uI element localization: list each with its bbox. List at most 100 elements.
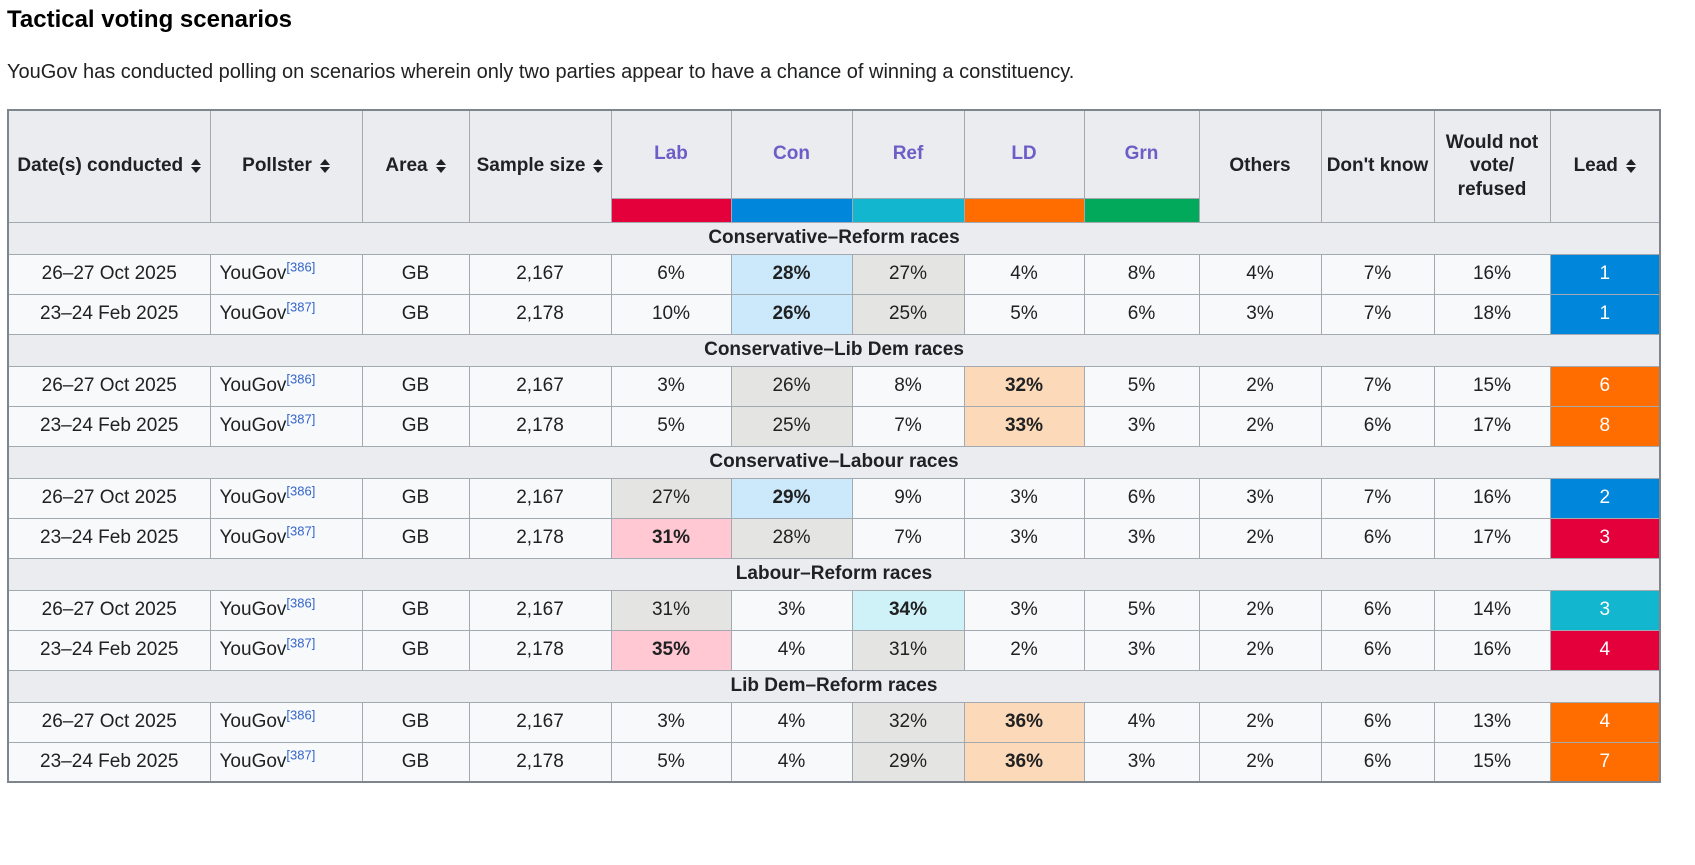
poll-row: 23–24 Feb 2025 YouGov[387] GB 2,178 5% 4% 29% 3… [7,741,1661,783]
lead-cell: 4 [1549,629,1661,671]
pollster-name: YouGov [219,375,287,396]
value-cell-ref: 7% [851,405,965,447]
lead-cell: 3 [1549,517,1661,559]
value-cell-dont-know: 6% [1320,629,1435,671]
date-cell: 23–24 Feb 2025 [7,293,211,335]
sort-icon [435,159,446,174]
value-cell-lab: 5% [610,741,732,783]
poll-row: 26–27 Oct 2025 YouGov[386] GB 2,167 6% 28% 27%… [7,253,1661,295]
citation-link[interactable]: [387] [286,299,316,315]
citation-link[interactable]: [386] [286,707,316,723]
lead-cell: 3 [1549,589,1661,631]
header-pollster[interactable]: Pollster [209,109,363,223]
value-cell-grn: 3% [1083,629,1200,671]
citation-link[interactable]: [386] [286,371,316,387]
value-cell-would-not-vote: 16% [1433,253,1551,295]
value-cell-others: 2% [1198,365,1322,407]
date-cell: 23–24 Feb 2025 [7,517,211,559]
pollster-cell: YouGov[386] [209,365,363,407]
value-cell-ref: 8% [851,365,965,407]
citation-link[interactable]: [387] [286,411,316,427]
value-cell-dont-know: 6% [1320,517,1435,559]
value-cell-con: 28% [730,517,853,559]
party-link-grn[interactable]: Grn [1124,143,1159,165]
value-cell-ld: 3% [963,477,1085,519]
value-cell-dont-know: 7% [1320,293,1435,335]
value-cell-dont-know: 6% [1320,701,1435,743]
header-lead[interactable]: Lead [1549,109,1661,223]
value-cell-lab: 31% [610,589,732,631]
pollster-name: YouGov [219,639,287,660]
value-cell-grn: 3% [1083,405,1200,447]
date-cell: 26–27 Oct 2025 [7,477,211,519]
value-cell-ref: 27% [851,253,965,295]
section-title: Labour–Reform races [7,557,1661,591]
value-cell-lab: 31% [610,517,732,559]
header-party-con: Con [730,109,853,199]
lead-cell: 6 [1549,365,1661,407]
value-cell-others: 2% [1198,629,1322,671]
value-cell-ld: 3% [963,589,1085,631]
value-cell-dont-know: 6% [1320,405,1435,447]
citation-link[interactable]: [387] [286,523,316,539]
poll-row: 26–27 Oct 2025 YouGov[386] GB 2,167 3% 4% 32% 3… [7,701,1661,743]
value-cell-lab: 10% [610,293,732,335]
lead-cell: 2 [1549,477,1661,519]
value-cell-lab: 3% [610,365,732,407]
citation-link[interactable]: [386] [286,259,316,275]
header-sample-size[interactable]: Sample size [468,109,612,223]
ld-color-swatch [963,197,1085,223]
citation-link[interactable]: [386] [286,483,316,499]
value-cell-ld: 36% [963,701,1085,743]
header-party-ld: LD [963,109,1085,199]
area-cell: GB [361,517,470,559]
value-cell-ld: 4% [963,253,1085,295]
value-cell-others: 3% [1198,293,1322,335]
value-cell-con: 26% [730,293,853,335]
value-cell-would-not-vote: 15% [1433,741,1551,783]
citation-link[interactable]: [387] [286,747,316,763]
value-cell-others: 2% [1198,741,1322,783]
pollster-cell: YouGov[386] [209,589,363,631]
header-dates-conducted[interactable]: Date(s) conducted [7,109,211,223]
header-others: Others [1198,109,1322,223]
pollster-cell: YouGov[387] [209,405,363,447]
party-link-con[interactable]: Con [773,143,810,165]
party-link-lab[interactable]: Lab [654,143,688,165]
lead-cell: 1 [1549,293,1661,335]
value-cell-con: 29% [730,477,853,519]
pollster-name: YouGov [219,750,287,772]
pollster-name: YouGov [219,487,287,508]
value-cell-lab: 35% [610,629,732,671]
value-cell-would-not-vote: 13% [1433,701,1551,743]
value-cell-dont-know: 6% [1320,589,1435,631]
value-cell-grn: 5% [1083,365,1200,407]
header-area[interactable]: Area [361,109,470,223]
lab-color-swatch [610,197,732,223]
con-color-swatch [730,197,853,223]
sample-size-cell: 2,167 [468,477,612,519]
pollster-name: YouGov [219,711,287,732]
pollster-name: YouGov [219,527,287,548]
citation-link[interactable]: [386] [286,595,316,611]
party-link-ld[interactable]: LD [1011,143,1037,165]
value-cell-lab: 5% [610,405,732,447]
area-cell: GB [361,477,470,519]
pollster-cell: YouGov[387] [209,293,363,335]
value-cell-grn: 8% [1083,253,1200,295]
date-cell: 23–24 Feb 2025 [7,629,211,671]
intro-paragraph: YouGov has conducted polling on scenario… [7,61,1075,83]
section-row: Labour–Reform races [7,557,1661,591]
section-row: Conservative–Labour races [7,445,1661,479]
value-cell-dont-know: 7% [1320,477,1435,519]
value-cell-would-not-vote: 17% [1433,405,1551,447]
party-link-ref[interactable]: Ref [892,143,924,165]
sort-icon [319,159,330,174]
area-cell: GB [361,365,470,407]
value-cell-grn: 3% [1083,741,1200,783]
sort-icon [593,159,604,174]
grn-color-swatch [1083,197,1200,223]
pollster-cell: YouGov[386] [209,701,363,743]
area-cell: GB [361,405,470,447]
citation-link[interactable]: [387] [286,635,316,651]
